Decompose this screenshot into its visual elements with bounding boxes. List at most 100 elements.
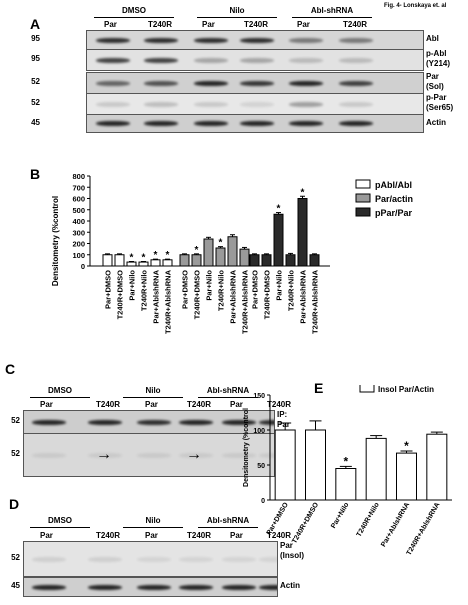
protein-band — [289, 37, 323, 43]
bar — [305, 429, 326, 501]
bar — [285, 254, 296, 267]
protein-band — [137, 452, 171, 458]
protein-band — [339, 121, 373, 126]
arrow-icon: → — [96, 446, 112, 463]
x-tick-label: T240R+AblshRNA — [241, 269, 250, 334]
mw-marker: 45 — [11, 581, 20, 590]
blot-strip — [23, 541, 278, 577]
lane-label: Par — [40, 531, 53, 540]
blot-strip — [86, 72, 424, 94]
protein-band — [88, 419, 122, 425]
lane-label: T240R — [343, 20, 368, 29]
protein-band — [32, 419, 66, 425]
x-tick-label: Par+AblshRNA — [229, 269, 238, 323]
blot-strip — [23, 410, 275, 434]
x-tick-label: T240R+Nilo — [356, 502, 381, 539]
protein-band — [96, 80, 130, 86]
x-tick-label: T240R+AblshRNA — [311, 269, 320, 334]
protein-band — [144, 101, 178, 107]
mw-marker: 52 — [11, 553, 20, 562]
row-label: p-Par — [426, 93, 447, 102]
bar — [335, 468, 357, 501]
group-underline — [292, 17, 372, 18]
lane-label: T240R — [148, 20, 173, 29]
legend-swatch — [355, 207, 371, 217]
x-tick-label: T240R+Nilo — [140, 270, 149, 311]
protein-band — [96, 37, 130, 43]
bar — [273, 213, 284, 267]
blot-strip — [23, 433, 275, 477]
protein-band — [96, 101, 130, 107]
lane-label: Par — [202, 20, 215, 29]
group-label: Nilo — [229, 6, 245, 15]
bar — [426, 433, 448, 501]
protein-band — [289, 57, 323, 63]
y-tick-label: 100 — [253, 428, 265, 435]
protein-band — [194, 101, 228, 107]
protein-band — [194, 121, 228, 126]
x-tick-label: T240R+AblshRNA — [406, 502, 442, 557]
protein-band — [179, 419, 213, 425]
x-tick-label: T240R+Nilo — [287, 270, 296, 311]
protein-band — [222, 584, 256, 590]
legend-swatch — [359, 385, 375, 393]
protein-band — [339, 57, 373, 63]
group-underline — [198, 527, 258, 528]
significance-mark: * — [277, 204, 281, 215]
bar — [365, 437, 387, 501]
lane-label: T240R — [267, 531, 292, 540]
row-label-2: (Y214) — [426, 59, 451, 68]
protein-band — [339, 80, 373, 86]
panel-c-letter: C — [5, 361, 16, 377]
bar — [179, 254, 190, 267]
lane-label: Par — [145, 400, 158, 409]
protein-band — [194, 80, 228, 86]
row-label: Par — [426, 72, 439, 81]
row-label-2: (Sol) — [426, 82, 444, 91]
mw-marker: 95 — [31, 54, 40, 63]
y-tick-label: 0 — [81, 262, 85, 271]
lane-label: Par — [297, 20, 310, 29]
legend-label: Insol Par/Actin — [378, 385, 434, 394]
panel-b-chart: 0 100 200 300 400 500 600 700 800 Densitometry (%… — [51, 172, 413, 334]
bar — [309, 254, 320, 267]
bar — [114, 254, 125, 267]
mw-marker: 52 — [11, 416, 20, 425]
blot-strip — [86, 93, 424, 115]
row-label-2: (Insol) — [280, 551, 304, 560]
protein-band — [240, 57, 274, 63]
panel-a-letter: A — [30, 16, 41, 32]
bar — [396, 452, 417, 501]
y-axis-label: Densitometry (%control — [243, 408, 250, 487]
legend-label: pPar/Par — [375, 208, 413, 218]
y-tick-label: 300 — [72, 228, 85, 237]
row-label: p-Abl — [426, 49, 447, 58]
row-label: Actin — [426, 117, 446, 127]
protein-band — [32, 556, 66, 562]
bar — [249, 254, 260, 267]
group-underline — [123, 397, 183, 398]
y-tick-label: 600 — [72, 195, 85, 204]
protein-band — [144, 80, 178, 86]
protein-band — [194, 57, 228, 63]
blot-strip — [86, 49, 424, 71]
y-axis-label: Densitometry (%control — [51, 196, 60, 286]
group-underline — [94, 17, 174, 18]
protein-band — [240, 121, 274, 126]
group-underline — [30, 527, 90, 528]
lane-label: T240R — [187, 531, 212, 540]
x-tick-label: T240R+DMSO — [116, 270, 125, 320]
group-underline — [198, 397, 258, 398]
bar — [215, 247, 226, 267]
protein-band — [289, 101, 323, 107]
y-tick-label: 400 — [72, 217, 85, 226]
group-label: Nilo — [145, 516, 161, 525]
legend-swatch — [355, 179, 371, 189]
significance-mark: * — [142, 253, 146, 264]
x-tick-label: Par+AblshRNA — [152, 269, 161, 323]
mw-marker: 52 — [11, 449, 20, 458]
protein-band — [259, 419, 274, 425]
bar — [239, 248, 250, 267]
protein-band — [144, 121, 178, 126]
